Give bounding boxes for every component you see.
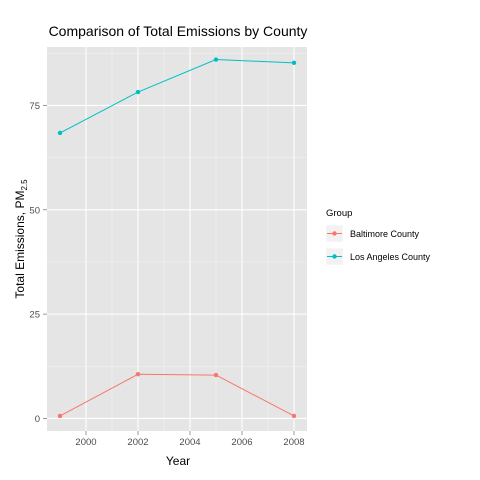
chart-title: Comparison of Total Emissions by County [49,23,308,39]
data-point-baltimore-county [57,413,63,419]
series-line-baltimore-county [59,373,295,417]
series-layer [57,57,297,419]
legend-label-los-angeles-county: Los Angeles County [350,252,431,262]
x-axis-title: Year [166,454,190,468]
data-point-baltimore-county [291,413,297,419]
data-point-los-angeles-county [57,130,63,136]
y-axis-title: Total Emissions, PM2.5 [13,179,29,299]
x-tick-label: 2004 [179,437,200,448]
y-axis-title-subscript: 2.5 [20,179,29,191]
data-point-los-angeles-county [291,60,297,66]
y-axis-title-main: Total Emissions, PM [13,191,27,299]
legend: Group Baltimore County Los Angeles County [325,208,431,266]
y-axis: 0 25 50 75 [29,101,47,425]
y-tick-label: 50 [29,205,40,216]
plot-panel [47,47,307,431]
legend-key-point-baltimore-county [332,231,337,236]
x-tick-label: 2008 [283,437,304,448]
legend-label-baltimore-county: Baltimore County [350,229,420,239]
y-tick-label: 75 [29,101,40,112]
y-tick-label: 25 [29,310,40,321]
x-tick-label: 2000 [75,437,96,448]
data-point-baltimore-county [135,372,141,377]
data-point-los-angeles-county [213,57,219,62]
data-point-baltimore-county [213,372,219,378]
y-tick-label: 0 [35,414,40,425]
x-tick-label: 2006 [231,437,252,448]
data-point-los-angeles-county [135,89,141,95]
x-axis: 2000 2002 2004 2006 2008 [75,431,305,448]
legend-title: Group [326,208,352,219]
legend-key-point-los-angeles-county [332,254,337,259]
series-line-los-angeles-county [59,59,295,134]
x-tick-label: 2002 [127,437,148,448]
grid [47,47,307,431]
